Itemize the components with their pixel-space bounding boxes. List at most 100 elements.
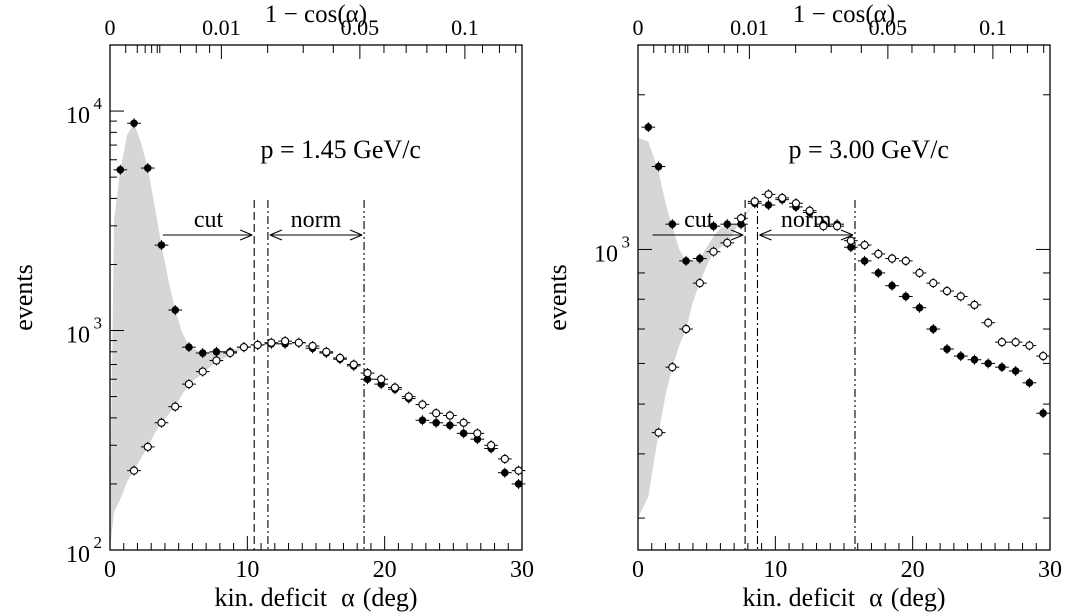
data-point xyxy=(926,324,941,335)
marker-filled xyxy=(644,123,653,131)
data-point xyxy=(885,280,899,291)
x-tick-label: 10 xyxy=(763,557,787,583)
marker-filled xyxy=(130,119,138,128)
data-point xyxy=(898,255,913,266)
marker-open xyxy=(514,466,523,475)
data-point xyxy=(374,374,389,385)
data-point xyxy=(278,336,292,347)
x-tick-label: 10 xyxy=(235,557,259,583)
data-point xyxy=(816,221,831,232)
plot-frame xyxy=(637,44,1051,551)
marker-filled xyxy=(929,325,938,333)
y-tick-exponent: 3 xyxy=(622,232,631,251)
momentum-annotation: p = 3.00 GeV/c xyxy=(788,135,949,164)
data-point xyxy=(195,366,210,377)
marker-open xyxy=(335,353,345,363)
data-point xyxy=(429,417,444,428)
marker-open xyxy=(226,348,235,358)
data-point xyxy=(127,465,141,476)
marker-filled xyxy=(143,164,152,172)
x-tick-label: 0 xyxy=(632,557,644,583)
data-point xyxy=(761,200,776,211)
y-tick-base: 10 xyxy=(66,542,90,568)
marker-filled xyxy=(501,468,509,477)
top-tick-label: 0.01 xyxy=(730,15,769,40)
marker-open xyxy=(846,236,856,245)
data-point xyxy=(802,205,817,216)
marker-open xyxy=(942,286,952,296)
top-tick-label: 0.05 xyxy=(341,15,380,40)
x-axis-title-text: kin. deficit xyxy=(742,583,855,612)
data-point xyxy=(182,379,196,390)
marker-open xyxy=(1011,338,1020,347)
top-tick-label: 0 xyxy=(105,15,116,40)
marker-open xyxy=(778,193,787,203)
data-point xyxy=(857,240,872,251)
top-axis-title: 1 − cos(α) xyxy=(793,1,895,28)
marker-filled xyxy=(432,418,440,427)
marker-open xyxy=(832,222,842,231)
marker-open xyxy=(791,199,801,208)
marker-open xyxy=(308,341,317,351)
data-point xyxy=(857,255,872,266)
data-point xyxy=(497,453,512,464)
data-point xyxy=(182,342,196,353)
marker-open xyxy=(860,240,869,250)
data-point xyxy=(967,299,982,310)
data-point xyxy=(679,255,693,266)
y-tick-label: 10 xyxy=(66,103,90,129)
data-point xyxy=(168,401,183,412)
x-axis-title-text: kin. deficit xyxy=(214,583,327,612)
marker-open xyxy=(129,466,139,475)
marker-filled xyxy=(915,303,924,312)
marker-filled xyxy=(654,162,663,171)
marker-open xyxy=(695,278,704,288)
data-point xyxy=(953,351,968,362)
marker-filled xyxy=(446,421,454,430)
marker-open xyxy=(805,206,814,215)
marker-open xyxy=(418,400,427,409)
data-point xyxy=(651,161,666,172)
data-point xyxy=(720,219,735,230)
marker-open xyxy=(500,454,509,464)
x-axis-title-unit: (deg) xyxy=(363,583,418,612)
data-point xyxy=(415,415,430,426)
data-point xyxy=(456,428,471,439)
data-point xyxy=(443,410,457,421)
marker-open xyxy=(171,402,180,411)
data-point xyxy=(967,354,982,365)
marker-filled xyxy=(970,355,979,364)
marker-open xyxy=(294,338,303,347)
data-point xyxy=(429,408,444,419)
marker-filled xyxy=(459,429,468,438)
data-point xyxy=(940,286,954,297)
norm-arrow-heads xyxy=(759,229,854,241)
data-point xyxy=(195,348,210,359)
data-point xyxy=(319,346,334,357)
data-point xyxy=(679,324,693,335)
marker-open xyxy=(473,429,482,438)
cut-label: cut xyxy=(684,207,714,233)
data-point xyxy=(140,441,155,452)
data-point xyxy=(497,467,512,478)
y-tick-exponent: 2 xyxy=(94,533,103,552)
x-tick-label: 0 xyxy=(104,557,116,583)
x-tick-label: 30 xyxy=(510,557,534,583)
data-point xyxy=(692,253,707,264)
data-point xyxy=(940,344,954,355)
marker-open xyxy=(736,214,746,223)
data-point xyxy=(789,198,803,209)
data-point xyxy=(734,213,748,224)
data-point xyxy=(1008,337,1023,348)
series-open xyxy=(127,336,526,476)
marker-open xyxy=(459,418,468,427)
data-point xyxy=(401,391,416,402)
x-axis-title-symbol: α xyxy=(869,583,883,612)
marker-open xyxy=(445,411,455,420)
data-point xyxy=(223,348,238,359)
x-axis-title-symbol: α xyxy=(341,583,355,612)
marker-filled xyxy=(418,416,427,425)
marker-filled xyxy=(682,257,690,265)
data-point xyxy=(1008,365,1023,376)
